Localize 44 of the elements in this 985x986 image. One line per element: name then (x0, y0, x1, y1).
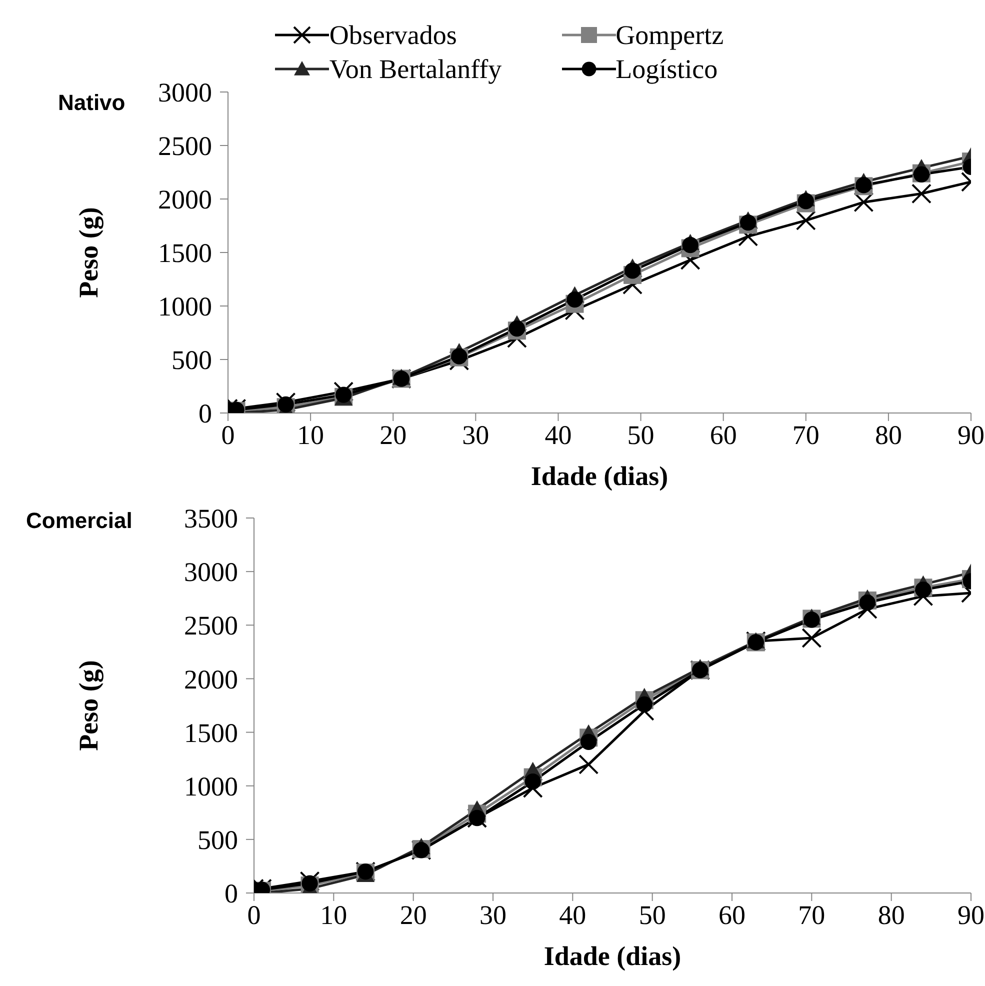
chart-title: Nativo (58, 90, 126, 116)
y-tick-label: 2000 (184, 664, 238, 694)
y-tick-label: 500 (198, 825, 238, 856)
y-tick-label: 2500 (184, 610, 238, 641)
y-tick-label: 1000 (184, 771, 238, 802)
y-tick-label: 1000 (158, 292, 212, 322)
x-tick-label: 80 (874, 420, 902, 450)
x-tick-label: 40 (544, 420, 572, 450)
chart-title: Comercial (26, 508, 132, 534)
x-tick-label: 60 (710, 420, 737, 450)
y-tick-label: 1500 (184, 718, 238, 748)
x-tick-label: 50 (627, 420, 654, 450)
x-tick-label: 40 (559, 900, 586, 930)
y-tick-label: 0 (198, 398, 212, 429)
x-tick-label: 10 (297, 420, 324, 450)
legend-label: Observados (329, 19, 457, 52)
legend-label: Logístico (616, 53, 718, 86)
x-axis-title: Idade (dias) (544, 941, 682, 971)
x-tick-label: 80 (878, 900, 905, 930)
legend-label: Von Bertalanffy (329, 53, 502, 86)
y-tick-label: 3500 (184, 504, 238, 534)
x-tick-label: 50 (638, 900, 666, 930)
y-tick-label: 1500 (158, 238, 212, 268)
y-tick-label: 500 (172, 345, 212, 376)
x-tick-label: 70 (792, 420, 820, 450)
y-tick-label: 2000 (158, 184, 212, 215)
x-tick-label: 20 (400, 900, 427, 930)
y-tick-label: 0 (224, 878, 238, 909)
x-tick-label: 0 (247, 900, 261, 930)
x-tick-label: 10 (320, 900, 348, 930)
x-tick-label: 30 (480, 900, 506, 930)
y-axis-title: Peso (g) (74, 660, 104, 751)
y-tick-label: 2500 (158, 131, 212, 162)
x-tick-label: 20 (380, 420, 407, 450)
x-tick-label: 30 (462, 420, 490, 450)
legend-label: Gompertz (616, 19, 724, 52)
x-axis-title: Idade (dias) (530, 461, 668, 491)
y-tick-label: 3000 (184, 557, 238, 588)
y-tick-label: 3000 (158, 78, 212, 108)
x-tick-label: 90 (958, 420, 984, 450)
y-axis-title: Peso (g) (74, 207, 104, 298)
x-tick-label: 60 (718, 900, 746, 930)
x-tick-label: 90 (958, 900, 984, 930)
x-tick-label: 70 (798, 900, 826, 930)
